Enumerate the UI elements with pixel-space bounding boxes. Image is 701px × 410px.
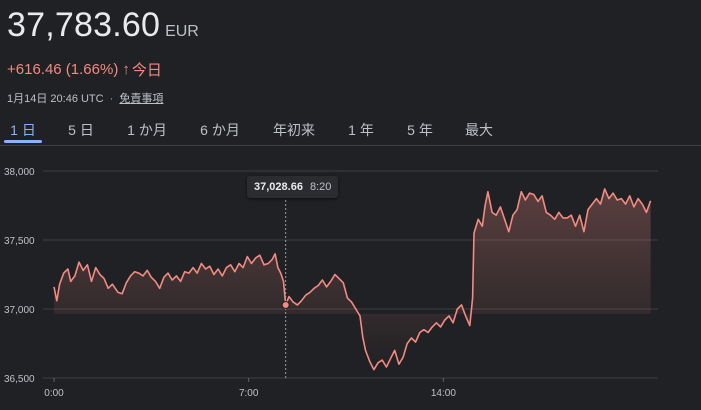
hover-tooltip: 37,028.66 8:20	[247, 176, 339, 198]
timestamp: 1月14日 20:46 UTC	[7, 93, 104, 105]
x-tick-label: 7:00	[239, 388, 259, 399]
quote-header: 37,783.60 EUR	[7, 6, 199, 45]
disclaimer-link[interactable]: 免責事項	[119, 93, 164, 105]
tab-1d[interactable]: 1 日	[10, 122, 36, 138]
tab-max[interactable]: 最大	[465, 122, 493, 138]
tabs-divider	[0, 145, 701, 146]
tab-ytd[interactable]: 年初来	[273, 122, 315, 138]
tab-5y[interactable]: 5 年	[407, 122, 433, 138]
y-tick-label: 36,500	[4, 374, 35, 385]
tab-1m[interactable]: 1 か月	[127, 122, 167, 138]
hover-point	[281, 301, 290, 310]
tooltip-value: 37,028.66	[254, 181, 303, 193]
meta-separator: ·	[109, 93, 114, 105]
active-tab-indicator	[4, 140, 42, 143]
x-tick-label: 14:00	[431, 388, 456, 399]
price-area-fill	[54, 188, 651, 370]
quote-meta: 1月14日 20:46 UTC · 免責事項	[7, 90, 163, 106]
arrow-up-icon: ↑	[122, 61, 130, 78]
tab-1y[interactable]: 1 年	[348, 122, 374, 138]
x-tick-label: 0:00	[44, 388, 64, 399]
change-period: 今日	[131, 62, 162, 79]
current-price: 37,783.60	[7, 6, 161, 44]
y-tick-label: 37,500	[4, 236, 35, 247]
tab-6m[interactable]: 6 か月	[200, 122, 240, 138]
price-change: +616.46 (1.66%) ↑ 今日	[7, 59, 162, 80]
currency-label: EUR	[165, 23, 199, 40]
y-tick-label: 37,000	[4, 305, 35, 316]
change-value: +616.46 (1.66%)	[7, 61, 119, 78]
range-tabs: 1 日 5 日 1 か月 6 か月 年初来 1 年 5 年 最大	[0, 116, 701, 146]
tooltip-time: 8:20	[309, 181, 332, 193]
y-tick-label: 38,000	[4, 167, 35, 178]
tab-5d[interactable]: 5 日	[68, 122, 94, 138]
price-line	[53, 188, 652, 371]
